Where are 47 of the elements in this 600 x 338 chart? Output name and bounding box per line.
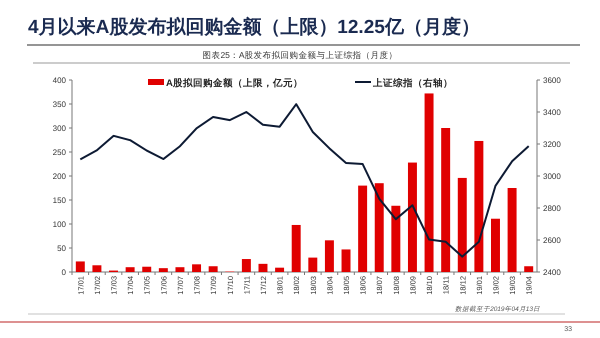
bar [258, 264, 268, 272]
legend-label: 上证综指（右轴） [372, 77, 453, 89]
y-tick-label: 150 [52, 196, 67, 205]
bar [324, 240, 334, 272]
y2-tick-label: 2800 [543, 204, 562, 213]
y-tick-label: 350 [52, 100, 67, 109]
y-tick-label: 400 [52, 76, 67, 85]
y2-tick-label: 3600 [543, 76, 562, 85]
bar [391, 206, 400, 272]
bar [76, 261, 85, 272]
bar [508, 188, 517, 272]
y2-tick-label: 3200 [543, 140, 562, 149]
bar [408, 162, 417, 272]
y-tick-label: 300 [52, 124, 67, 133]
chart-subtitle: 图表25：A股发布拟回购金额与上证综指（月度） [202, 50, 398, 60]
bar [92, 265, 102, 272]
bar [524, 266, 534, 272]
bar [441, 128, 450, 272]
y-tick-label: 100 [52, 220, 67, 229]
bar [424, 93, 434, 272]
bar [208, 266, 218, 272]
y2-tick-label: 3400 [543, 108, 562, 117]
y-tick-label: 50 [57, 244, 67, 253]
bar [491, 218, 500, 272]
bar [275, 268, 284, 272]
bar [192, 264, 202, 272]
legend-label: A股拟回购金额（上限，亿元） [166, 77, 303, 89]
y2-tick-label: 3000 [543, 172, 562, 181]
y2-tick-label: 2400 [543, 268, 562, 277]
bar [458, 178, 467, 272]
bar [158, 268, 168, 272]
bar [126, 267, 135, 272]
y-tick-label: 0 [62, 268, 67, 277]
bar [292, 224, 301, 272]
bar [342, 249, 350, 272]
y-tick-label: 250 [52, 148, 67, 157]
bar [175, 267, 184, 272]
bar [308, 258, 318, 272]
bar [142, 266, 152, 272]
y2-tick-label: 2600 [543, 236, 562, 245]
bar [474, 140, 484, 272]
bar [374, 183, 384, 272]
bar [242, 259, 251, 272]
line-series [79, 103, 530, 258]
chart-title: 4月以来A股发布拟回购金额（上限）12.25亿（月度） [28, 16, 480, 38]
bar [358, 186, 368, 272]
y-tick-label: 200 [52, 172, 67, 181]
